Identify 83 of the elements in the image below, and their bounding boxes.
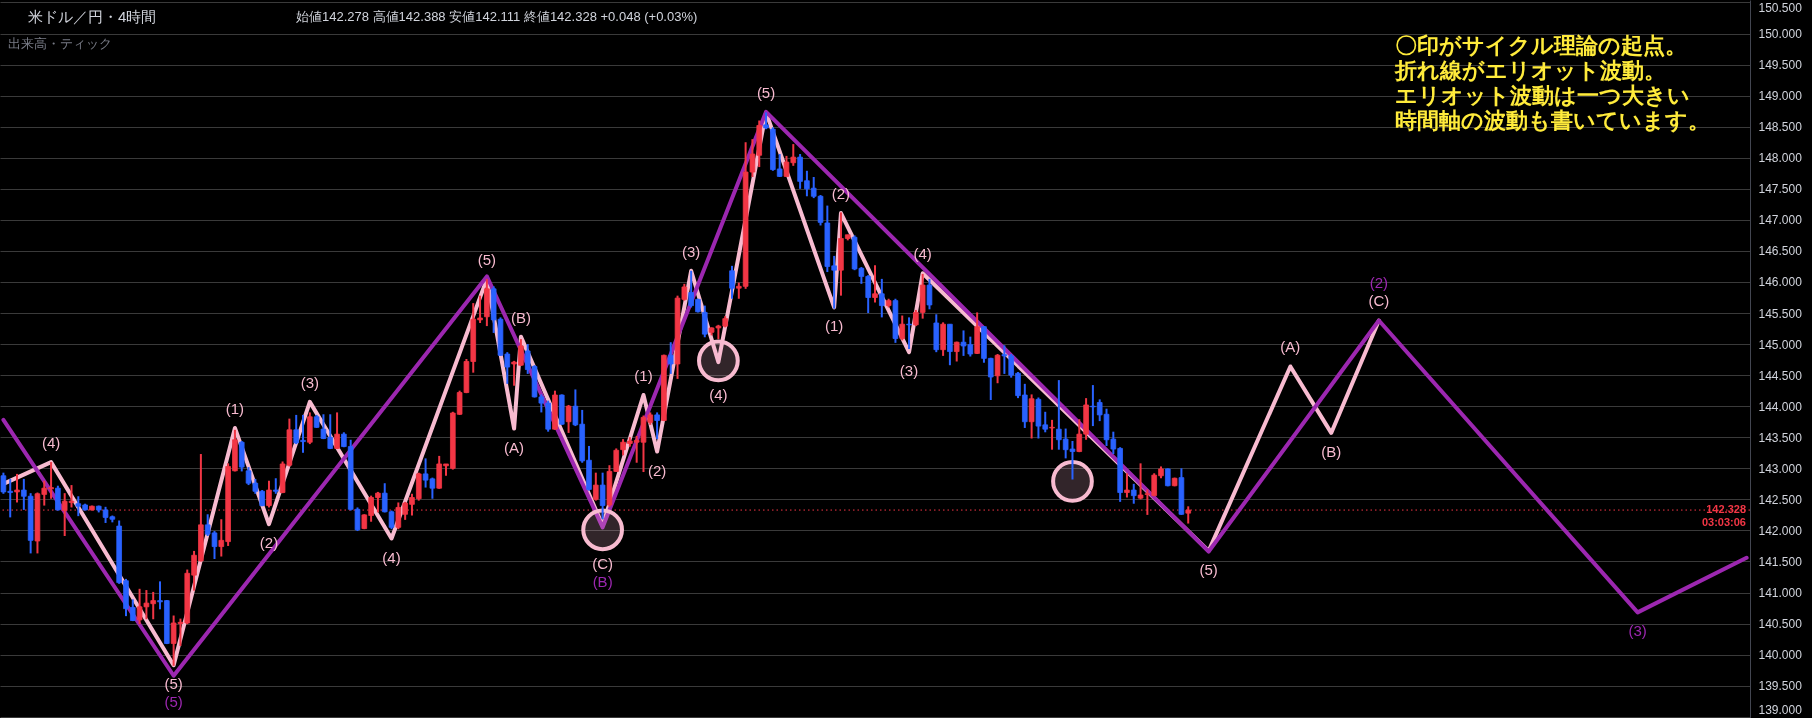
candlestick bbox=[266, 479, 272, 509]
annotation: 〇印がサイクル理論の起点。 bbox=[1395, 33, 1687, 58]
annotation: (2) bbox=[831, 185, 851, 203]
candlestick bbox=[926, 277, 933, 311]
annotation: エリオット波動は一つ大きい bbox=[1395, 83, 1690, 108]
candlestick bbox=[1049, 418, 1055, 451]
y-tick-label: 150.500 bbox=[1758, 0, 1803, 15]
candlestick bbox=[565, 403, 572, 434]
annotation: 出来高・ティック bbox=[8, 36, 112, 51]
candlestick bbox=[879, 277, 885, 319]
candlestick bbox=[899, 314, 906, 342]
candlestick bbox=[654, 411, 660, 441]
y-tick-label: 145.000 bbox=[1758, 337, 1803, 352]
y-tick-label: 144.000 bbox=[1758, 399, 1803, 414]
annotation: (C) bbox=[592, 554, 614, 572]
y-tick-label: 141.000 bbox=[1758, 586, 1803, 601]
y-tick-label: 146.000 bbox=[1758, 275, 1803, 290]
y-tick-label: 149.500 bbox=[1758, 58, 1803, 73]
candlestick bbox=[701, 304, 708, 339]
y-tick-label: 147.000 bbox=[1758, 213, 1803, 228]
annotation: (A) bbox=[1280, 338, 1301, 356]
y-tick-label: 139.000 bbox=[1758, 703, 1803, 718]
annotation: (4) bbox=[382, 548, 401, 566]
y-tick-label: 150.000 bbox=[1758, 27, 1803, 42]
annotation: (1) bbox=[634, 367, 653, 385]
y-tick-label: 148.500 bbox=[1758, 120, 1803, 135]
annotation: (A) bbox=[504, 438, 525, 456]
y-tick-label: 147.500 bbox=[1758, 182, 1803, 197]
candlestick bbox=[1124, 472, 1130, 499]
annotation: (3) bbox=[681, 242, 701, 260]
candlestick bbox=[729, 264, 735, 300]
ref-line-label: 142.328 03:03:06 bbox=[1701, 503, 1746, 529]
candlestick bbox=[1130, 482, 1137, 505]
annotation: (B) bbox=[592, 572, 613, 590]
annotation: (1) bbox=[225, 399, 245, 417]
y-tick-label: 144.500 bbox=[1758, 368, 1803, 383]
annotation: (2) bbox=[1369, 274, 1389, 292]
y-tick-label: 148.000 bbox=[1758, 151, 1803, 166]
text: 始値142.278 高値142.388 安値142.111 終値142.328 +0.048 (+0.03%) bbox=[296, 9, 698, 24]
annotation: (4) bbox=[709, 385, 728, 403]
annotation: 折れ線がエリオット波動。 bbox=[1394, 58, 1666, 83]
y-tick-label: 149.000 bbox=[1758, 89, 1803, 104]
annotation: (5) bbox=[756, 84, 776, 102]
y-tick-label: 139.500 bbox=[1758, 679, 1803, 694]
annotation: (3) bbox=[899, 362, 919, 380]
candlestick bbox=[55, 484, 61, 512]
annotation: (3) bbox=[300, 373, 319, 391]
point bbox=[1051, 460, 1094, 503]
y-tick-label: 140.000 bbox=[1758, 648, 1803, 663]
annotation: (2) bbox=[259, 534, 279, 552]
y-tick-label: 143.000 bbox=[1758, 461, 1803, 476]
line-series bbox=[1, 109, 1749, 678]
annotation: (B) bbox=[510, 308, 531, 326]
candlestick bbox=[14, 472, 20, 504]
point bbox=[581, 508, 624, 552]
y-tick-label: 143.500 bbox=[1758, 430, 1803, 445]
candlestick bbox=[994, 353, 1001, 385]
annotation: (2) bbox=[647, 461, 667, 479]
y-tick-label: 141.500 bbox=[1758, 554, 1803, 569]
text: 米ドル／円・4時間 bbox=[28, 8, 157, 25]
annotation: (3) bbox=[1628, 622, 1647, 640]
candlestick bbox=[1028, 393, 1035, 440]
annotation: (5) bbox=[164, 693, 183, 711]
annotation: 時間軸の波動も書いています。 bbox=[1395, 108, 1710, 133]
y-tick-label: 146.500 bbox=[1758, 244, 1803, 259]
annotation: (C) bbox=[1368, 292, 1390, 310]
candlestick bbox=[334, 411, 340, 451]
candlestick bbox=[593, 471, 599, 502]
y-tick-label: 142.000 bbox=[1758, 523, 1803, 538]
y-tick-label: 142.500 bbox=[1758, 492, 1803, 507]
candlestick bbox=[599, 471, 606, 521]
candlestick bbox=[667, 341, 674, 375]
point bbox=[697, 339, 740, 383]
y-tick-label: 140.500 bbox=[1758, 617, 1803, 632]
y-tick-label: 145.500 bbox=[1758, 306, 1803, 321]
annotation: (4) bbox=[41, 434, 61, 452]
annotation: (5) bbox=[164, 675, 183, 693]
annotation: (4) bbox=[913, 245, 932, 263]
annotation: (5) bbox=[1199, 560, 1218, 578]
candlestick bbox=[872, 264, 878, 304]
annotation: (1) bbox=[824, 317, 844, 335]
annotation: (5) bbox=[477, 250, 497, 268]
annotation: (B) bbox=[1321, 442, 1342, 460]
